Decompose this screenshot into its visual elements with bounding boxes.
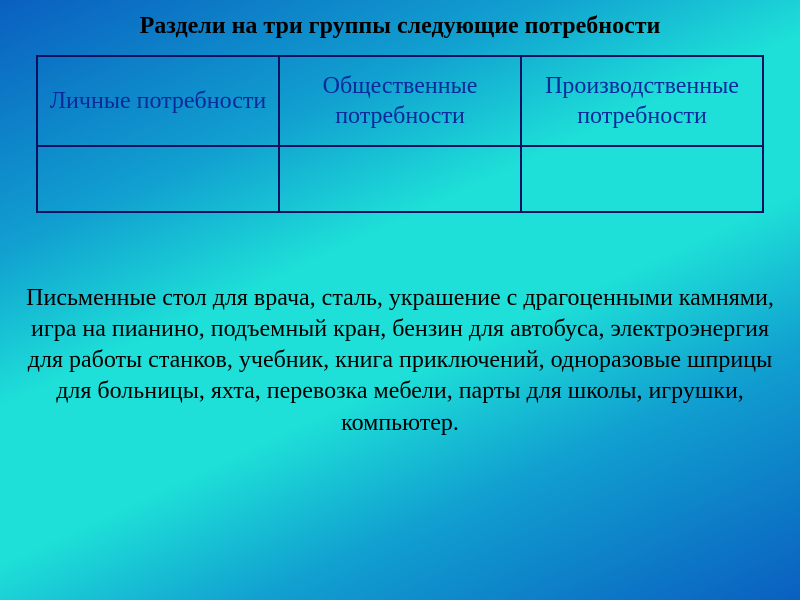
col-header-social: Общественные потребности	[279, 56, 521, 146]
cell-social	[279, 146, 521, 212]
slide: Раздели на три группы следующие потребно…	[0, 0, 800, 600]
needs-table: Личные потребности Общественные потребно…	[36, 55, 764, 213]
table-header-row: Личные потребности Общественные потребно…	[37, 56, 763, 146]
cell-production	[521, 146, 763, 212]
table-row	[37, 146, 763, 212]
col-header-production: Производственные потребности	[521, 56, 763, 146]
body-text: Письменные стол для врача, сталь, украше…	[26, 283, 774, 439]
slide-title: Раздели на три группы следующие потребно…	[20, 12, 780, 41]
col-header-personal: Личные потребности	[37, 56, 279, 146]
cell-personal	[37, 146, 279, 212]
